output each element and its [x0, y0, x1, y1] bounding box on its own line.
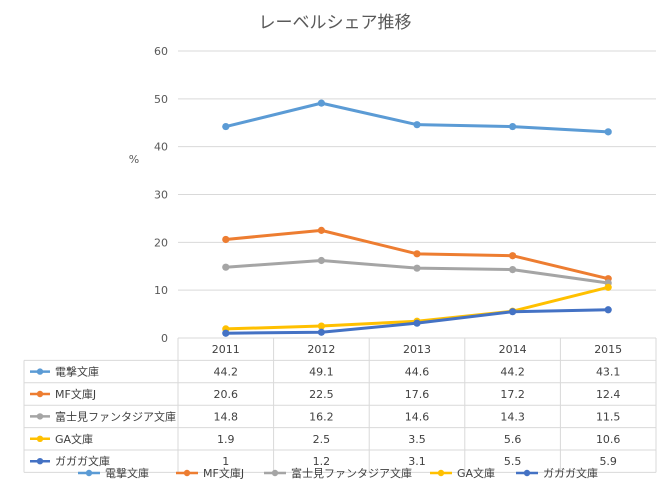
data-point	[413, 250, 421, 258]
data-point	[317, 256, 325, 265]
y-tick-label: 60	[154, 45, 168, 58]
x-tick-label: 2013	[403, 343, 431, 356]
legend-marker	[523, 469, 531, 477]
table-value: 1	[222, 455, 229, 468]
data-point	[604, 283, 612, 291]
table-value: 10.6	[596, 433, 621, 446]
table-series-marker	[36, 413, 44, 420]
x-tick-label: 2014	[499, 343, 527, 356]
data-point	[413, 121, 421, 129]
legend-marker	[85, 469, 93, 477]
data-point	[413, 264, 421, 272]
table-value: 14.6	[405, 410, 430, 423]
table-series-name: ガガガ文庫	[55, 454, 110, 468]
table-value: 44.2	[214, 366, 239, 379]
legend-marker	[183, 469, 191, 477]
legend-marker	[271, 469, 279, 477]
chart-title: レーベルシェア推移	[259, 13, 412, 33]
legend-label: GA文庫	[457, 466, 495, 480]
table-value: 22.5	[309, 388, 334, 401]
y-tick-label: 30	[154, 189, 168, 202]
table-value: 5.6	[504, 433, 522, 446]
legend-label: 富士見ファンタジア文庫	[291, 466, 412, 480]
table-value: 43.1	[596, 366, 621, 379]
y-axis-label: %	[129, 153, 139, 166]
table-series-name: MF文庫J	[55, 387, 96, 401]
y-axis-ticks: 0 10 20 30 40 50 60	[154, 45, 168, 345]
data-point	[222, 263, 230, 271]
table-value: 17.6	[405, 388, 430, 401]
y-tick-label: 10	[154, 284, 168, 297]
x-tick-label: 2015	[594, 343, 622, 356]
table-series-name: 富士見ファンタジア文庫	[55, 409, 176, 423]
data-point	[317, 99, 325, 107]
table-value: 1.9	[217, 433, 235, 446]
data-point	[222, 122, 230, 131]
table-series-name: GA文庫	[55, 432, 93, 446]
data-point	[317, 322, 325, 330]
table-value: 11.5	[596, 410, 621, 423]
table-value: 20.6	[214, 388, 239, 401]
data-point	[222, 329, 230, 337]
y-tick-label: 20	[154, 236, 168, 249]
table-value: 5.5	[504, 455, 522, 468]
data-point	[508, 308, 517, 316]
data-point	[413, 319, 421, 327]
table-value: 44.2	[500, 366, 525, 379]
legend-marker	[437, 469, 445, 477]
data-point	[508, 265, 517, 274]
legend-label: 電撃文庫	[105, 466, 149, 480]
table-value: 5.9	[599, 455, 617, 468]
table-series-marker	[36, 368, 44, 375]
data-point	[508, 252, 517, 260]
table-series-name: 電撃文庫	[55, 365, 99, 379]
table-value: 14.8	[214, 410, 239, 423]
gridlines	[178, 50, 656, 339]
legend: 電撃文庫 MF文庫J 富士見ファンタジア文庫 GA文庫 ガガガ文庫	[78, 466, 598, 480]
data-point	[317, 226, 325, 234]
table-value: 44.6	[405, 366, 430, 379]
data-point	[317, 328, 325, 336]
table-value: 1.2	[313, 455, 331, 468]
table-value: 2.5	[313, 433, 331, 446]
table-value: 17.2	[500, 388, 525, 401]
x-tick-label: 2011	[212, 343, 240, 356]
x-tick-label: 2012	[307, 343, 335, 356]
table-series-marker	[36, 435, 44, 442]
table-value: 14.3	[500, 410, 525, 423]
table-value: 12.4	[596, 388, 621, 401]
table-value: 49.1	[309, 366, 334, 379]
legend-label: ガガガ文庫	[543, 466, 598, 480]
legend-label: MF文庫J	[203, 466, 244, 480]
y-tick-label: 0	[161, 332, 168, 345]
y-tick-label: 40	[154, 141, 168, 154]
data-point	[604, 128, 612, 136]
table-value: 3.1	[408, 455, 426, 468]
table-series-marker	[36, 458, 44, 465]
table-value: 3.5	[408, 433, 426, 446]
table-value: 16.2	[309, 410, 334, 423]
table-series-marker	[36, 390, 44, 398]
series-lines	[222, 99, 612, 337]
y-tick-label: 50	[154, 93, 168, 106]
data-point	[604, 306, 612, 314]
data-point	[222, 235, 230, 244]
data-table: 2011 2012 2013 2014 2015 電撃文庫 44.2 49.1 44.6 44.2…	[23, 337, 657, 473]
data-point	[508, 122, 517, 131]
